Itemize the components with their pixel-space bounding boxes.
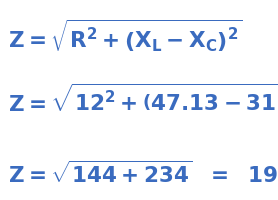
Text: $\mathbf{Z = \sqrt{R^2 + \left(X_L - X_C\right)^2}}$: $\mathbf{Z = \sqrt{R^2 + \left(X_L - X_C… (8, 18, 243, 54)
Text: $\mathbf{Z = \sqrt{144 + 234}\ \ =\ \ 19.4\Omega}$: $\mathbf{Z = \sqrt{144 + 234}\ \ =\ \ 19… (8, 161, 278, 187)
Text: $\mathbf{Z = \sqrt{12^2 + \left(47.13 - 31.83\right)^2}}$: $\mathbf{Z = \sqrt{12^2 + \left(47.13 - … (8, 84, 278, 116)
